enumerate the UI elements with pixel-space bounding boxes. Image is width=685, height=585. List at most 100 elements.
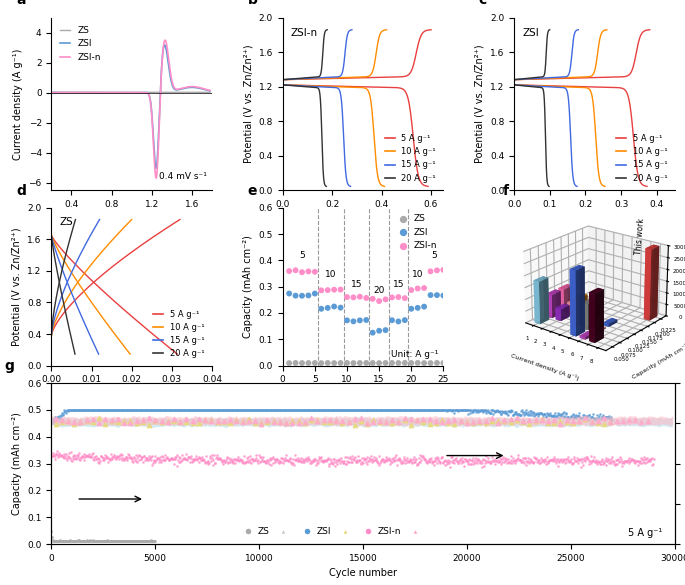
Point xyxy=(320,405,331,415)
Point xyxy=(88,449,99,458)
Point xyxy=(200,405,211,415)
Point xyxy=(317,405,328,415)
Point xyxy=(521,457,532,467)
Point xyxy=(119,405,129,415)
Point xyxy=(467,460,478,469)
Point xyxy=(188,454,199,463)
Point xyxy=(401,405,412,415)
Point xyxy=(519,459,530,468)
Point xyxy=(49,454,60,463)
Point xyxy=(295,455,306,464)
Point xyxy=(77,405,88,415)
Point xyxy=(97,405,108,415)
Point xyxy=(148,536,159,546)
Point xyxy=(524,419,535,428)
Point xyxy=(97,536,108,546)
Point xyxy=(598,457,609,466)
Point xyxy=(491,407,502,416)
Point xyxy=(155,456,166,465)
Point xyxy=(187,405,198,415)
Point xyxy=(302,405,313,415)
Point xyxy=(120,453,131,462)
Point xyxy=(613,457,624,467)
Point xyxy=(343,454,354,463)
Point xyxy=(73,405,84,415)
Point xyxy=(507,411,518,420)
Point xyxy=(638,452,649,462)
Point xyxy=(468,419,479,428)
Point xyxy=(388,453,399,463)
Point xyxy=(129,405,140,415)
Point xyxy=(366,405,377,415)
Point xyxy=(267,405,278,415)
Point xyxy=(105,405,116,415)
Point xyxy=(455,454,466,463)
Point xyxy=(447,457,458,466)
Point xyxy=(429,405,440,415)
Point xyxy=(249,455,260,464)
Point xyxy=(511,408,522,417)
Point xyxy=(269,457,280,466)
Point xyxy=(75,454,86,463)
Point xyxy=(95,451,106,460)
Point xyxy=(202,457,213,467)
Point xyxy=(142,456,153,465)
Point xyxy=(525,406,536,415)
Point xyxy=(57,536,68,546)
Point xyxy=(190,405,201,415)
Point xyxy=(407,405,418,415)
Point xyxy=(287,455,298,464)
ZS xyxy=(201,89,210,96)
Point xyxy=(406,455,416,464)
Point xyxy=(223,405,234,415)
Point xyxy=(206,405,216,415)
Point xyxy=(112,452,123,461)
Point xyxy=(95,536,106,545)
Point xyxy=(297,291,308,301)
Point xyxy=(303,453,314,462)
Point xyxy=(599,414,610,424)
Point xyxy=(304,456,315,465)
ZSI xyxy=(173,87,181,94)
Point xyxy=(156,417,167,426)
Point xyxy=(555,456,566,465)
Point xyxy=(316,304,327,314)
Point xyxy=(103,457,114,467)
Point xyxy=(583,456,594,466)
Point xyxy=(158,455,169,464)
Point xyxy=(482,457,493,467)
Point xyxy=(288,405,299,415)
Point xyxy=(64,448,75,457)
Point xyxy=(201,405,212,415)
Point xyxy=(137,415,148,425)
Point xyxy=(541,456,552,465)
Point xyxy=(558,407,569,417)
Point xyxy=(639,459,650,468)
Point xyxy=(153,405,164,415)
Point xyxy=(586,412,597,422)
Point xyxy=(319,457,330,466)
Point xyxy=(201,452,212,461)
Point xyxy=(95,536,105,546)
Point xyxy=(393,418,404,427)
Point xyxy=(510,459,521,468)
Point xyxy=(223,405,234,415)
Point xyxy=(573,454,584,463)
Point xyxy=(87,454,98,463)
Point xyxy=(82,451,93,460)
Point xyxy=(292,456,303,465)
Point xyxy=(451,456,462,466)
Point xyxy=(76,452,87,462)
Point xyxy=(276,405,287,415)
Point xyxy=(292,454,303,463)
Point xyxy=(225,405,236,415)
Point xyxy=(554,413,565,422)
ZS xyxy=(201,89,210,96)
Point xyxy=(125,418,136,427)
Point xyxy=(342,405,353,415)
Point xyxy=(479,458,490,467)
Point xyxy=(401,453,412,463)
Point xyxy=(356,458,366,467)
Point xyxy=(557,455,568,464)
Point xyxy=(104,405,115,415)
